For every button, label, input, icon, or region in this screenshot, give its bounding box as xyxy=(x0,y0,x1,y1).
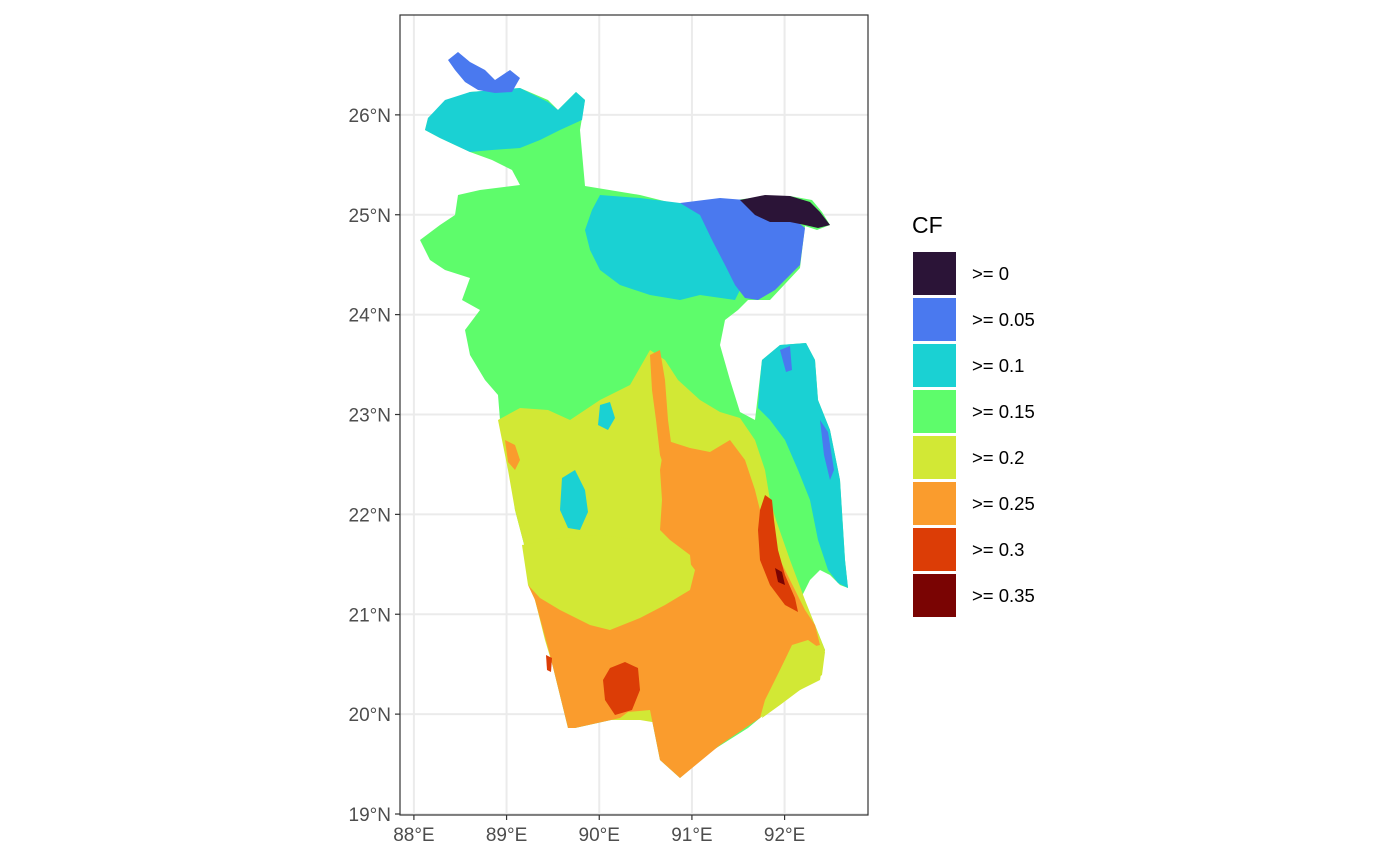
region-cf-0-1-north xyxy=(425,88,585,152)
region-cf-0-35-peak xyxy=(775,568,785,585)
region-cf-0-1-northeast xyxy=(585,195,740,300)
x-tick-label: 88°E xyxy=(393,825,434,846)
legend-color-key xyxy=(913,298,956,341)
legend-label: >= 0 xyxy=(972,263,1010,284)
region-cf-0-1-patch xyxy=(560,470,588,530)
y-tick-label: 25°N xyxy=(349,206,391,227)
x-tick-label: 90°E xyxy=(579,825,620,846)
region-cf-0-05-north xyxy=(448,52,520,93)
region-cf-0-05-east-streak xyxy=(820,420,834,480)
x-tick-label: 92°E xyxy=(764,825,805,846)
raster-map-layer xyxy=(420,52,848,778)
region-cf-0-0-northeast xyxy=(740,195,830,228)
y-tick-label: 21°N xyxy=(349,605,391,626)
region-cf-0-3-south xyxy=(603,662,640,715)
legend-label: >= 0.1 xyxy=(972,355,1025,376)
region-cf-0-1-patch xyxy=(598,402,615,430)
x-tick-label: 91°E xyxy=(671,825,712,846)
legend-color-key xyxy=(913,574,956,617)
region-cf-0-3-edge xyxy=(546,655,552,672)
legend-color-key xyxy=(913,528,956,571)
y-tick-label: 26°N xyxy=(349,106,391,127)
y-tick-label: 24°N xyxy=(349,306,391,327)
legend-label: >= 0.3 xyxy=(972,539,1025,560)
region-cf-0-1-east xyxy=(758,343,848,588)
legend-label: >= 0.25 xyxy=(972,493,1035,514)
region-cf-0-05-northeast xyxy=(680,198,805,300)
legend-color-key xyxy=(913,390,956,433)
y-tick-label: 22°N xyxy=(349,505,391,526)
legend-color-key xyxy=(913,436,956,479)
y-tick-label: 19°N xyxy=(349,805,391,826)
y-tick-label: 23°N xyxy=(349,406,391,427)
x-tick-label: 89°E xyxy=(486,825,527,846)
legend-label: >= 0.05 xyxy=(972,309,1035,330)
legend-label: >= 0.15 xyxy=(972,401,1035,422)
legend-color-key xyxy=(913,344,956,387)
region-cf-0-25-channel xyxy=(650,350,672,470)
legend-color-key xyxy=(913,252,956,295)
region-cf-0-25-west xyxy=(505,440,520,470)
legend-title: CF xyxy=(912,212,943,238)
legend-color-key xyxy=(913,482,956,525)
legend-label: >= 0.35 xyxy=(972,585,1035,606)
legend-label: >= 0.2 xyxy=(972,447,1025,468)
region-cf-0-25-south xyxy=(528,440,820,778)
region-cf-0-05-east-streak xyxy=(780,346,792,372)
region-cf-0-2-southeast xyxy=(762,640,825,718)
region-cf-0-2-southwest xyxy=(522,535,695,630)
y-tick-label: 20°N xyxy=(349,705,391,726)
region-cf-0-3-east xyxy=(758,495,798,612)
axes: 88°E 89°E 90°E 91°E 92°E 19°N 20°N 21°N 22°N 23°N… xyxy=(349,106,806,846)
